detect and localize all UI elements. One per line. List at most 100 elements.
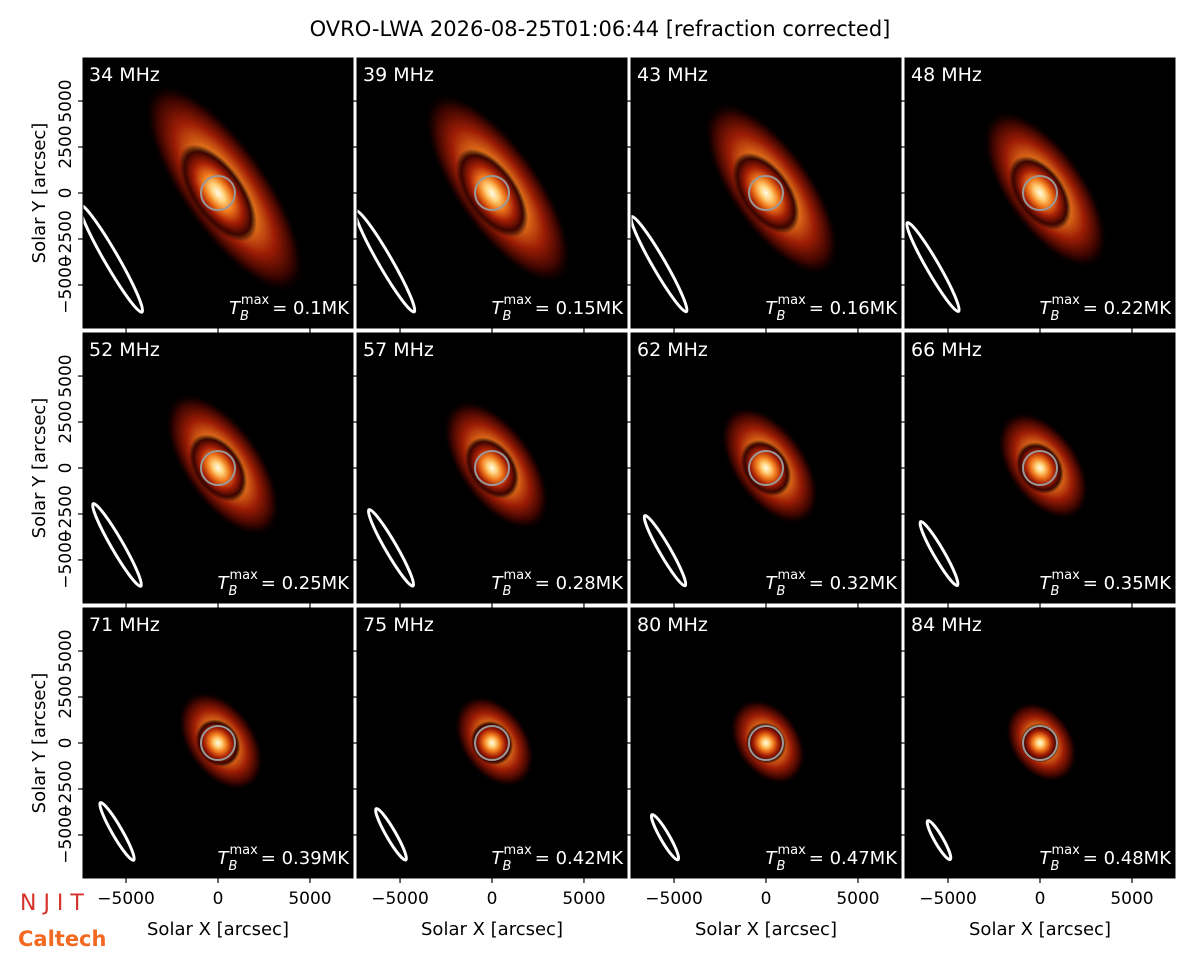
solar-disk [200, 450, 236, 486]
frequency-label: 34 MHz [89, 64, 160, 86]
x-tick-label: −5000 [919, 889, 977, 909]
x-tick-label: −5000 [645, 889, 703, 909]
x-tick-label: 5000 [288, 889, 331, 909]
x-tick-label: −5000 [97, 889, 155, 909]
tb-superscript: max [229, 843, 258, 858]
tb-label: TBmax = 0.15MK [492, 293, 625, 324]
panel [83, 333, 353, 603]
panel [83, 58, 353, 328]
frequency-label: 57 MHz [363, 339, 434, 361]
x-tick-label: 0 [761, 889, 772, 909]
tb-subscript: B [1051, 859, 1060, 874]
emission-core [740, 439, 792, 497]
beam [642, 514, 688, 588]
tb-subscript: B [777, 859, 786, 874]
solar-disk [474, 450, 510, 486]
x-tick-label: 0 [1035, 889, 1046, 909]
tb-superscript: max [503, 568, 532, 583]
emission-core [470, 720, 514, 766]
y-tick-label: 2500 [56, 400, 76, 443]
panel [357, 58, 627, 328]
x-axis-label: Solar X [arcsec] [969, 919, 1111, 940]
tb-value: = 0.32MK [809, 573, 898, 594]
panel [83, 608, 353, 878]
solar-disk [1022, 725, 1058, 761]
tb-value: = 0.28MK [535, 573, 624, 594]
x-axis-label: Solar X [arcsec] [147, 919, 289, 940]
tb-value: = 0.39MK [261, 848, 350, 869]
solar-disk [1022, 450, 1058, 486]
emission-core [464, 437, 520, 499]
tb-symbol: T [229, 298, 242, 319]
y-tick-label: 0 [56, 738, 76, 749]
tb-value: = 0.48MK [1083, 848, 1172, 869]
y-tick-label: 2500 [56, 675, 76, 718]
frequency-label: 43 MHz [637, 64, 708, 86]
solar-disk [1022, 175, 1058, 211]
tb-superscript: max [229, 568, 258, 583]
tb-label: TBmax = 0.42MK [492, 843, 625, 874]
y-tick-label: 0 [56, 188, 76, 199]
emission-core [179, 144, 257, 242]
tb-value: = 0.15MK [535, 298, 624, 319]
tb-symbol: T [492, 573, 505, 594]
logo-njit: N J I T [20, 891, 84, 916]
y-tick-label: 5000 [56, 629, 76, 672]
x-tick-label: 5000 [836, 889, 879, 909]
tb-label: TBmax = 0.22MK [1040, 293, 1173, 324]
beam [631, 215, 689, 314]
tb-label: TBmax = 0.47MK [766, 843, 899, 874]
solar-disk [748, 175, 784, 211]
tb-superscript: max [503, 843, 532, 858]
tb-subscript: B [777, 584, 786, 599]
tb-symbol: T [218, 848, 231, 869]
figure-title: OVRO-LWA 2026-08-25T01:06:44 [refraction… [310, 17, 891, 41]
tb-value: = 0.25MK [261, 573, 350, 594]
x-tick-label: 5000 [562, 889, 605, 909]
logo-caltech: Caltech [18, 927, 106, 951]
frequency-label: 84 MHz [911, 614, 982, 636]
tb-superscript: max [1051, 568, 1080, 583]
beam [91, 502, 143, 588]
tb-value: = 0.35MK [1083, 573, 1172, 594]
emission-core [455, 148, 529, 238]
panel [631, 333, 901, 603]
x-tick-label: 0 [213, 889, 224, 909]
tb-superscript: max [503, 293, 532, 308]
tb-superscript: max [777, 293, 806, 308]
tb-subscript: B [1051, 584, 1060, 599]
y-axis-label: Solar Y [arcsec] [29, 398, 50, 539]
tb-subscript: B [503, 309, 512, 324]
tb-value: = 0.1MK [272, 298, 350, 319]
tb-label: TBmax = 0.28MK [492, 568, 625, 599]
beam [357, 209, 417, 314]
y-tick-label: −2500 [56, 485, 76, 543]
solar-disk [474, 725, 510, 761]
beam [649, 813, 681, 862]
emission-core [1020, 723, 1060, 763]
tb-subscript: B [1051, 309, 1060, 324]
tb-superscript: max [241, 293, 270, 308]
beam [366, 508, 416, 588]
tb-label: TBmax = 0.25MK [218, 568, 351, 599]
y-tick-label: 2500 [56, 125, 76, 168]
emission-core [732, 152, 800, 234]
y-tick-label: −5000 [56, 256, 76, 314]
beam [374, 807, 408, 862]
y-tick-label: −2500 [56, 210, 76, 268]
frequency-label: 39 MHz [363, 64, 434, 86]
y-tick-label: −5000 [56, 806, 76, 864]
tb-label: TBmax = 0.16MK [766, 293, 899, 324]
panel [631, 58, 901, 328]
tb-subscript: B [503, 584, 512, 599]
y-axis-label: Solar Y [arcsec] [29, 673, 50, 814]
tb-superscript: max [1051, 293, 1080, 308]
x-tick-label: −5000 [371, 889, 429, 909]
panel [631, 608, 901, 878]
solar-disk [200, 175, 236, 211]
frequency-label: 52 MHz [89, 339, 160, 361]
beam [918, 520, 960, 588]
solar-disk [200, 725, 236, 761]
